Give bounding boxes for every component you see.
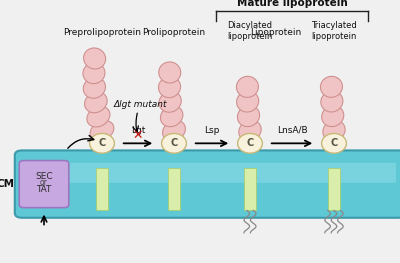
Ellipse shape [237, 91, 259, 112]
Ellipse shape [323, 120, 345, 141]
Ellipse shape [236, 76, 258, 97]
Ellipse shape [85, 92, 107, 113]
Ellipse shape [87, 107, 110, 127]
FancyBboxPatch shape [19, 160, 69, 208]
Text: Lipoprotein: Lipoprotein [250, 28, 302, 37]
Text: Diacylated
lipoprotein: Diacylated lipoprotein [227, 21, 273, 41]
Text: LnsA/B: LnsA/B [277, 126, 307, 135]
FancyBboxPatch shape [15, 150, 400, 218]
Ellipse shape [159, 91, 181, 112]
Text: Prolipoprotein: Prolipoprotein [142, 28, 206, 37]
Ellipse shape [83, 77, 106, 98]
Ellipse shape [238, 134, 262, 153]
Bar [244, 169, 256, 210]
Ellipse shape [238, 106, 260, 127]
Text: Mature lipoprotein: Mature lipoprotein [237, 0, 347, 8]
FancyBboxPatch shape [24, 163, 396, 183]
Bar [328, 169, 340, 210]
Bar [168, 169, 180, 210]
Ellipse shape [322, 134, 346, 153]
Ellipse shape [160, 106, 183, 127]
Text: C: C [246, 138, 254, 148]
Ellipse shape [162, 134, 186, 153]
Text: or: or [40, 178, 48, 187]
Ellipse shape [90, 134, 114, 153]
Text: Triacylated
lipoprotein: Triacylated lipoprotein [311, 21, 357, 41]
Ellipse shape [83, 63, 105, 84]
Text: SEC: SEC [35, 172, 53, 181]
Bar [96, 169, 108, 210]
Ellipse shape [320, 76, 342, 97]
Ellipse shape [239, 120, 261, 141]
Text: C: C [170, 138, 178, 148]
Text: ✕: ✕ [133, 129, 143, 142]
Ellipse shape [321, 91, 343, 112]
Ellipse shape [159, 62, 181, 83]
Text: CM: CM [0, 179, 14, 189]
Ellipse shape [162, 120, 186, 141]
Text: Lgt: Lgt [131, 126, 145, 135]
Text: C: C [98, 138, 106, 148]
Text: Δlgt mutant: Δlgt mutant [113, 100, 167, 109]
Ellipse shape [322, 106, 344, 127]
Ellipse shape [158, 77, 180, 98]
Ellipse shape [84, 48, 106, 69]
Text: C: C [330, 138, 338, 148]
Text: Lsp: Lsp [204, 126, 220, 135]
Text: Preprolipoprotein: Preprolipoprotein [63, 28, 141, 37]
Text: TAT: TAT [36, 185, 52, 194]
Ellipse shape [90, 121, 114, 141]
